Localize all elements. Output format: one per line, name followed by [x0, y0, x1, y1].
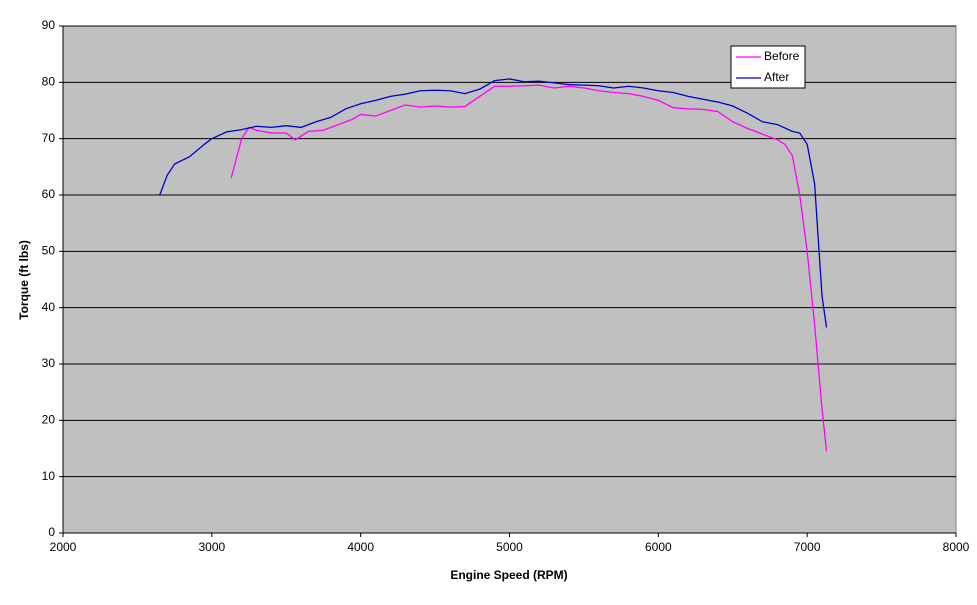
- line-series: [230, 84, 828, 452]
- x-tick-label: 2000: [50, 540, 77, 554]
- x-axis-title: Engine Speed (RPM): [450, 568, 567, 582]
- y-tick-label: 10: [42, 469, 56, 483]
- plot-area: [62, 25, 957, 534]
- y-axis-title: Torque (ft lbs): [17, 240, 31, 320]
- x-tick-label: 3000: [198, 540, 225, 554]
- x-tick-label: 6000: [645, 540, 672, 554]
- y-tick-label: 30: [42, 356, 56, 370]
- y-tick-label: 60: [42, 187, 56, 201]
- y-tick-label: 50: [42, 244, 56, 258]
- x-tick-label: 4000: [347, 540, 374, 554]
- y-tick-label: 0: [48, 525, 55, 539]
- y-tick-label: 20: [42, 413, 56, 427]
- legend-box: [730, 45, 806, 89]
- x-tick-label: 8000: [943, 540, 970, 554]
- y-tick-label: 70: [42, 131, 56, 145]
- x-tick-label: 7000: [794, 540, 821, 554]
- x-tick-label: 5000: [496, 540, 523, 554]
- legend-label: After: [764, 70, 789, 84]
- y-tick-label: 40: [42, 300, 56, 314]
- legend-label: Before: [764, 49, 800, 63]
- y-tick-label: 90: [42, 18, 56, 32]
- line-series: [159, 78, 828, 328]
- y-tick-label: 80: [42, 75, 56, 89]
